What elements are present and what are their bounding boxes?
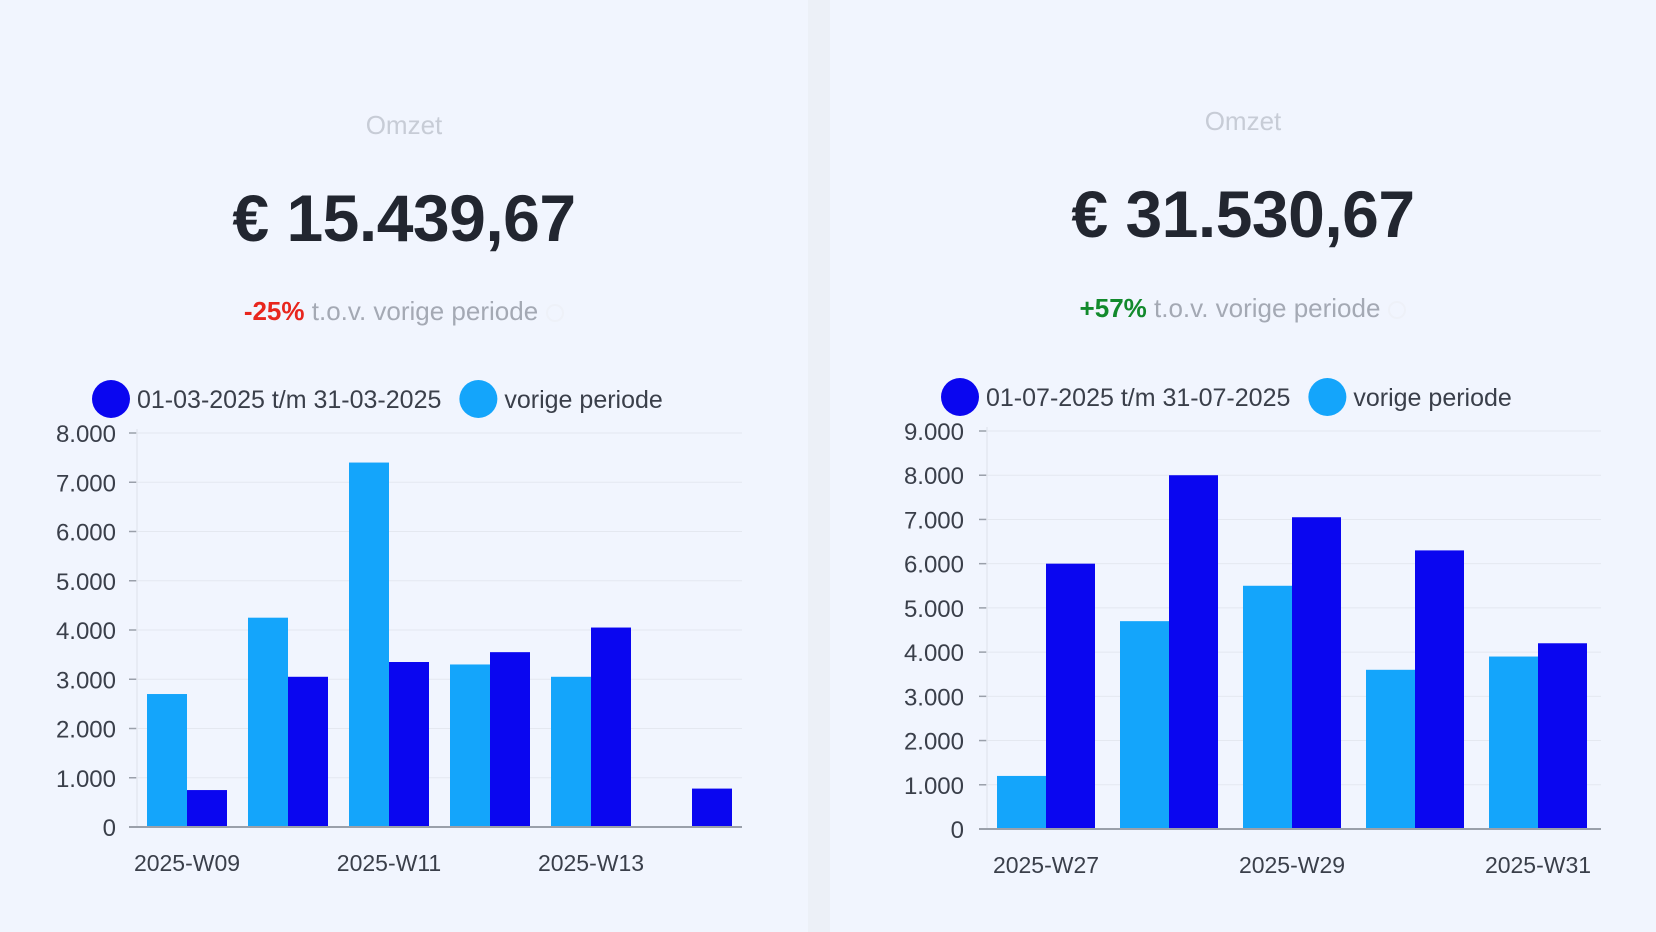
y-tick-label: 2.000 [56,717,116,744]
y-tick-label: 9.000 [904,419,964,446]
x-tick-label: 2025-W09 [134,850,240,876]
bar-current-period [1292,517,1341,829]
x-tick-label: 2025-W31 [1485,852,1591,878]
y-tick-label: 1.000 [56,766,116,793]
info-icon[interactable] [1388,301,1407,320]
bar-previous-period [997,775,1046,829]
revenue-amount: € 15.439,67 [232,181,576,255]
comparison-line: -25% t.o.v. vorige periode [0,296,808,327]
y-tick-label: 0 [103,815,116,842]
x-tick-label: 2025-W29 [1239,852,1345,878]
revenue-bar-chart-july: 0 1.000 2.000 3.000 4.000 5.000 6.000 7.000 8.00… [904,378,1601,878]
y-tick-label: 2.000 [904,729,964,756]
y-tick-label: 8.000 [56,421,116,448]
legend-label: 01-07-2025 t/m 31-07-2025 [986,384,1290,412]
y-tick-label: 4.000 [904,640,964,667]
y-tick-label: 8.000 [904,463,964,490]
y-tick-label: 0 [951,817,964,844]
legend-dot-previous-period [459,380,498,418]
y-tick-label: 4.000 [56,618,116,645]
comparison-line: +57% t.o.v. vorige periode [830,293,1656,324]
bar-previous-period [1366,669,1415,829]
x-tick-label: 2025-W13 [538,850,644,876]
change-percentage: +57% [1079,293,1147,323]
change-percentage: -25% [243,296,305,326]
legend-dot-previous-period [1308,378,1347,416]
legend-label: 01-03-2025 t/m 31-03-2025 [137,386,441,414]
change-suffix: t.o.v. vorige periode [1154,293,1381,323]
bar-current-period [1169,475,1218,829]
y-tick-label: 1.000 [904,773,964,800]
y-tick-label: 5.000 [904,596,964,623]
bar-previous-period [1489,656,1538,829]
change-suffix: t.o.v. vorige periode [311,296,539,326]
bar-current-period [692,788,732,827]
bar-previous-period [1120,621,1169,829]
bar-current-period [1415,550,1464,829]
bar-current-period [490,652,530,827]
y-tick-label: 7.000 [904,507,964,534]
legend-dot-current-period [941,378,979,416]
bar-current-period [389,662,429,827]
y-tick-label: 5.000 [56,569,116,596]
panel-divider [808,0,830,932]
bar-current-period [1538,643,1587,829]
bar-previous-period [349,462,389,827]
info-icon[interactable] [546,304,565,323]
bar-previous-period [1243,585,1292,829]
revenue-panel-july: Omzet € 31.530,67 +57% t.o.v. vorige per… [830,0,1656,932]
legend-dot-current-period [92,380,130,418]
bar-current-period [591,627,631,827]
y-tick-label: 3.000 [56,667,116,694]
bar-previous-period [248,617,288,827]
bar-previous-period [450,664,490,827]
y-tick-label: 7.000 [56,470,116,497]
y-tick-label: 3.000 [904,684,964,711]
bar-current-period [187,790,227,827]
revenue-amount: € 31.530,67 [1071,177,1415,251]
y-tick-label: 6.000 [904,552,964,579]
revenue-panel-march: Omzet € 15.439,67 -25% t.o.v. vorige per… [0,0,808,932]
bar-previous-period [147,694,187,827]
legend-label: vorige periode [504,386,662,414]
revenue-bar-chart-march: 0 1.000 2.000 3.000 4.000 5.000 6.000 7.000 8.00… [56,380,742,876]
x-tick-label: 2025-W11 [337,850,441,876]
bar-current-period [1046,563,1095,829]
legend-label: vorige periode [1353,384,1511,412]
y-tick-label: 6.000 [56,520,116,547]
panel-title: Omzet [365,110,443,140]
x-tick-label: 2025-W27 [993,852,1099,878]
bar-current-period [288,676,328,827]
bar-previous-period [551,676,591,827]
panel-title: Omzet [1204,106,1282,136]
